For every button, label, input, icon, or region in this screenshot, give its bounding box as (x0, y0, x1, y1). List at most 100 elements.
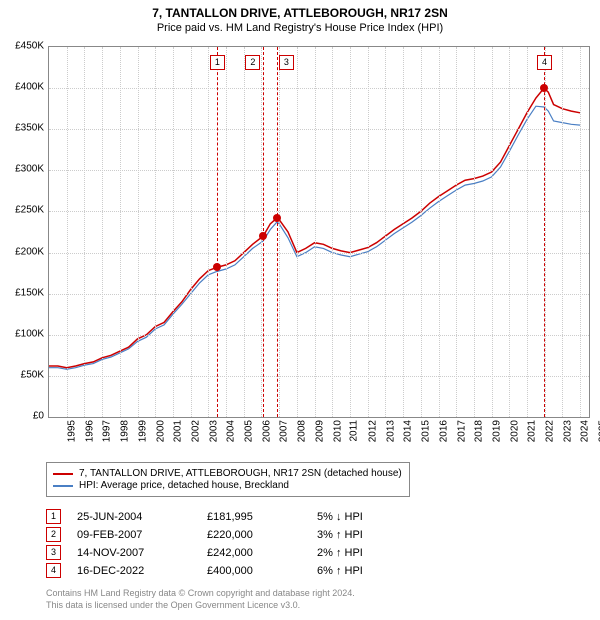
x-axis-label: 2013 (385, 420, 396, 442)
y-axis-label: £350K (15, 123, 44, 134)
legend-row: HPI: Average price, detached house, Brec… (53, 480, 403, 491)
x-axis-label: 2005 (243, 420, 254, 442)
footer-line1: Contains HM Land Registry data © Crown c… (46, 588, 355, 600)
gridline-v (120, 47, 121, 417)
transaction-row: 1 25-JUN-2004£181,9955% ↓ HPI (46, 509, 427, 524)
x-axis-label: 2017 (456, 420, 467, 442)
x-axis-label: 2000 (155, 420, 166, 442)
legend: 7, TANTALLON DRIVE, ATTLEBOROUGH, NR17 2… (46, 462, 410, 497)
gridline-v (509, 47, 510, 417)
x-axis-label: 2008 (296, 420, 307, 442)
gridline-h (49, 211, 589, 212)
x-axis-label: 2002 (190, 420, 201, 442)
legend-swatch (53, 473, 73, 475)
x-axis-label: 2023 (562, 420, 573, 442)
gridline-v (350, 47, 351, 417)
chart-container: 7, TANTALLON DRIVE, ATTLEBOROUGH, NR17 2… (0, 0, 600, 620)
gridline-h (49, 88, 589, 89)
gridline-v (173, 47, 174, 417)
gridline-v (102, 47, 103, 417)
x-axis-label: 2012 (367, 420, 378, 442)
chart-title: 7, TANTALLON DRIVE, ATTLEBOROUGH, NR17 2… (0, 0, 600, 20)
transaction-date: 25-JUN-2004 (77, 511, 207, 523)
x-axis-label: 2018 (473, 420, 484, 442)
gridline-v (84, 47, 85, 417)
gridline-h (49, 129, 589, 130)
legend-row: 7, TANTALLON DRIVE, ATTLEBOROUGH, NR17 2… (53, 468, 403, 479)
gridline-v (421, 47, 422, 417)
marker-number-box: 1 (210, 55, 225, 70)
gridline-v (580, 47, 581, 417)
gridline-v (138, 47, 139, 417)
footer-attribution: Contains HM Land Registry data © Crown c… (46, 588, 355, 611)
x-axis-label: 2010 (332, 420, 343, 442)
transaction-diff: 6% ↑ HPI (317, 565, 427, 577)
gridline-v (474, 47, 475, 417)
x-axis-label: 2019 (491, 420, 502, 442)
x-axis-label: 1999 (137, 420, 148, 442)
x-axis-label: 1996 (84, 420, 95, 442)
marker-number-box: 3 (279, 55, 294, 70)
y-axis-label: £400K (15, 82, 44, 93)
legend-label: HPI: Average price, detached house, Brec… (79, 480, 289, 491)
y-axis-label: £0 (33, 411, 44, 422)
marker-dot (540, 84, 548, 92)
transaction-date: 09-FEB-2007 (77, 529, 207, 541)
x-axis-label: 2016 (438, 420, 449, 442)
marker-dot (273, 214, 281, 222)
y-axis-label: £50K (21, 369, 44, 380)
gridline-h (49, 335, 589, 336)
marker-line (217, 47, 218, 417)
marker-number-box: 2 (245, 55, 260, 70)
gridline-v (226, 47, 227, 417)
transaction-price: £400,000 (207, 565, 317, 577)
x-axis-label: 1997 (102, 420, 113, 442)
y-axis-label: £200K (15, 246, 44, 257)
marker-line (544, 47, 545, 417)
gridline-h (49, 376, 589, 377)
x-axis-label: 2007 (279, 420, 290, 442)
chart-subtitle: Price paid vs. HM Land Registry's House … (0, 20, 600, 38)
gridline-v (439, 47, 440, 417)
transaction-price: £220,000 (207, 529, 317, 541)
transaction-row: 4 16-DEC-2022£400,0006% ↑ HPI (46, 563, 427, 578)
x-axis-label: 2020 (509, 420, 520, 442)
x-axis-label: 2001 (172, 420, 183, 442)
transaction-number: 4 (46, 563, 61, 578)
transaction-price: £242,000 (207, 547, 317, 559)
x-axis-label: 2003 (208, 420, 219, 442)
transaction-row: 209-FEB-2007£220,0003% ↑ HPI (46, 527, 427, 542)
x-axis-label: 1998 (119, 420, 130, 442)
gridline-v (456, 47, 457, 417)
gridline-v (297, 47, 298, 417)
gridline-v (208, 47, 209, 417)
gridline-v (332, 47, 333, 417)
gridline-v (67, 47, 68, 417)
line-series-svg (49, 47, 589, 417)
gridline-h (49, 294, 589, 295)
x-axis-label: 1995 (66, 420, 77, 442)
gridline-v (155, 47, 156, 417)
gridline-v (403, 47, 404, 417)
transaction-diff: 5% ↓ HPI (317, 511, 427, 523)
legend-label: 7, TANTALLON DRIVE, ATTLEBOROUGH, NR17 2… (79, 468, 402, 479)
gridline-h (49, 253, 589, 254)
transaction-date: 14-NOV-2007 (77, 547, 207, 559)
gridline-v (191, 47, 192, 417)
gridline-v (527, 47, 528, 417)
legend-swatch (53, 485, 73, 487)
transaction-row: 314-NOV-2007£242,0002% ↑ HPI (46, 545, 427, 560)
gridline-v (492, 47, 493, 417)
gridline-v (562, 47, 563, 417)
gridline-v (279, 47, 280, 417)
transaction-price: £181,995 (207, 511, 317, 523)
transaction-number: 1 (46, 509, 61, 524)
x-axis-label: 2015 (420, 420, 431, 442)
y-axis-label: £150K (15, 287, 44, 298)
plot-area: 1234 (48, 46, 590, 418)
transaction-date: 16-DEC-2022 (77, 565, 207, 577)
footer-line2: This data is licensed under the Open Gov… (46, 600, 355, 612)
y-axis-label: £300K (15, 164, 44, 175)
transaction-table: 1 25-JUN-2004£181,9955% ↓ HPI 209-FEB-2007… (46, 506, 427, 581)
marker-line (277, 47, 278, 417)
